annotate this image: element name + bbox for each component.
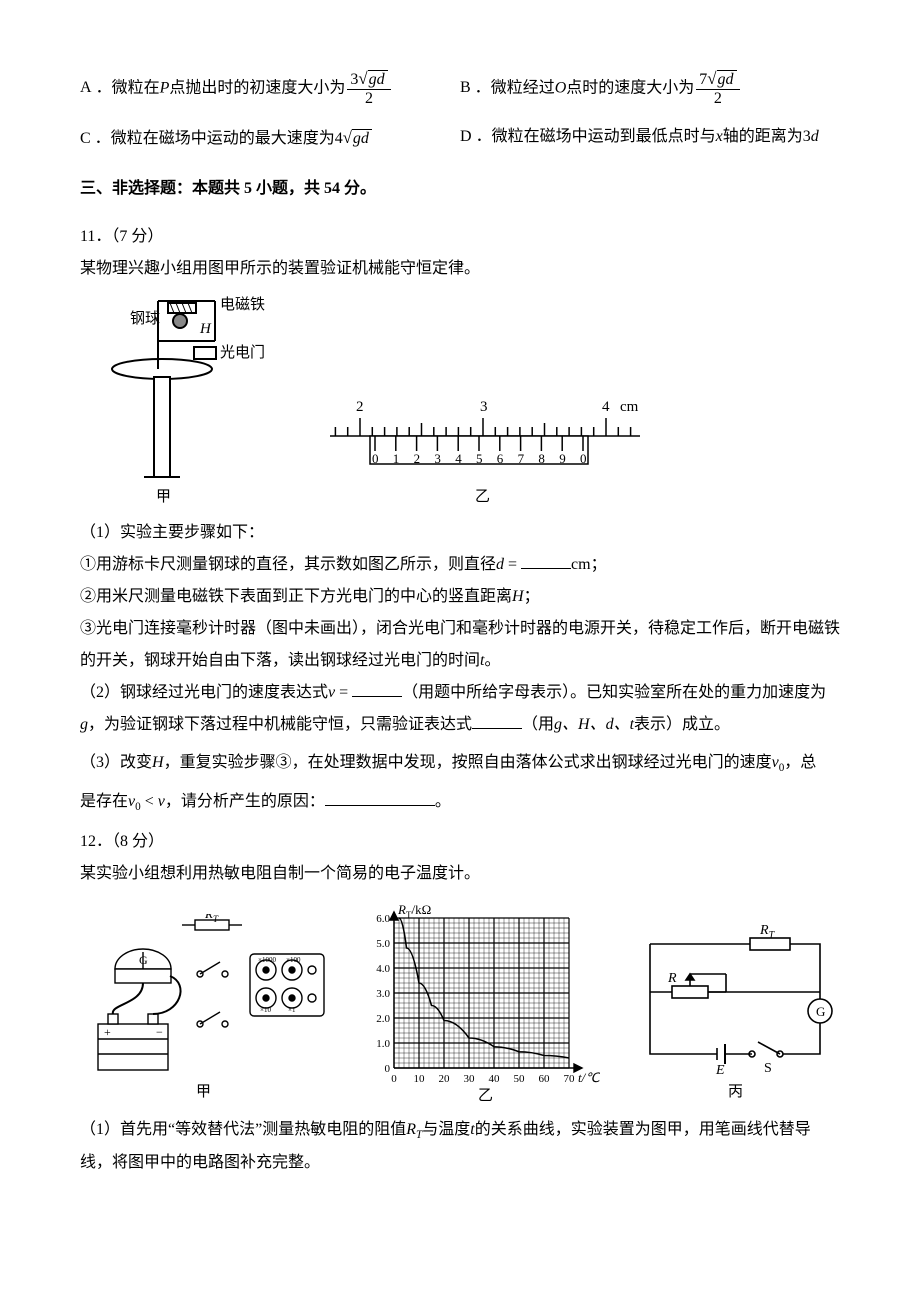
svg-text:20: 20 — [439, 1073, 451, 1085]
svg-text:7: 7 — [518, 451, 525, 466]
svg-text:1: 1 — [393, 451, 400, 466]
q11-p1b: ②用米尺测量电磁铁下表面到正下方光电门的中心的竖直距离H； — [80, 581, 840, 613]
svg-text:×10: ×10 — [260, 1006, 271, 1014]
q12-intro: 某实验小组想利用热敏电阻自制一个简易的电子温度计。 — [80, 858, 840, 890]
svg-text:40: 40 — [489, 1073, 501, 1085]
svg-text:光电门: 光电门 — [220, 344, 265, 361]
svg-text:0: 0 — [385, 1063, 391, 1075]
blank-expr[interactable] — [472, 712, 522, 729]
svg-text:×1000: ×1000 — [258, 956, 276, 964]
q12-circuit-diagram: RT R G S E 丙 — [630, 914, 840, 1104]
svg-text:6: 6 — [497, 451, 504, 466]
q11-intro: 某物理兴趣小组用图甲所示的装置验证机械能守恒定律。 — [80, 253, 840, 285]
svg-text:0: 0 — [580, 451, 587, 466]
q11-p1a: ①用游标卡尺测量钢球的直径，其示数如图乙所示，则直径d = cm； — [80, 549, 840, 581]
svg-text:G: G — [139, 953, 148, 967]
blank-reason[interactable] — [325, 789, 435, 806]
q11-vernier-diagram: 2 3 4 cm 01234567890 乙 — [320, 391, 650, 511]
svg-text:−: − — [156, 1025, 163, 1039]
svg-text:H: H — [199, 321, 212, 337]
svg-text:3.0: 3.0 — [376, 988, 390, 1000]
svg-text:+: + — [104, 1025, 111, 1039]
q11-p1: （1）实验主要步骤如下： — [80, 517, 840, 549]
section-3-title: 三、非选择题：本题共 5 小题，共 54 分。 — [80, 173, 840, 205]
svg-text:丙: 丙 — [728, 1084, 743, 1100]
svg-text:S: S — [764, 1061, 772, 1076]
svg-text:2.0: 2.0 — [376, 1013, 390, 1025]
q12-apparatus-diagram: + − RT G ×1000 ×100 ×10 ×1 甲 — [80, 914, 330, 1104]
q11-number: 11．（7 分） — [80, 221, 840, 253]
option-b: B．微粒经过O点时的速度大小为7gd2 — [460, 70, 840, 107]
svg-text:1.0: 1.0 — [376, 1038, 390, 1050]
svg-text:4: 4 — [455, 451, 462, 466]
fraction: 3gd2 — [347, 70, 390, 107]
svg-text:×100: ×100 — [286, 956, 301, 964]
q12-graph: 01.02.03.04.05.06.0 010203040506070 RT/k… — [360, 904, 600, 1104]
svg-text:30: 30 — [464, 1073, 476, 1085]
svg-text:0: 0 — [391, 1073, 397, 1085]
svg-text:60: 60 — [539, 1073, 551, 1085]
svg-text:4: 4 — [602, 399, 610, 415]
svg-text:0: 0 — [372, 451, 379, 466]
q12-p1: （1）首先用“等效替代法”测量热敏电阻的阻值RT与温度t的关系曲线，实验装置为图… — [80, 1114, 840, 1179]
svg-text:3: 3 — [434, 451, 441, 466]
option-a: A．微粒在P点抛出时的初速度大小为3gd2 — [80, 70, 460, 107]
q12-number: 12．（8 分） — [80, 826, 840, 858]
svg-text:R: R — [667, 971, 677, 986]
blank-v[interactable] — [352, 680, 402, 697]
svg-text:70: 70 — [564, 1073, 576, 1085]
svg-text:2: 2 — [414, 451, 421, 466]
svg-text:cm: cm — [620, 399, 639, 415]
option-d: D．微粒在磁场中运动到最低点时与x轴的距离为3d — [460, 121, 840, 153]
svg-text:乙: 乙 — [475, 489, 490, 505]
svg-text:甲: 甲 — [196, 1084, 211, 1100]
svg-text:6.0: 6.0 — [376, 913, 390, 925]
svg-text:5: 5 — [476, 451, 483, 466]
svg-text:10: 10 — [414, 1073, 426, 1085]
option-d-label: D — [460, 128, 472, 145]
svg-text:t/℃: t/℃ — [578, 1070, 600, 1085]
blank-d[interactable] — [521, 552, 571, 569]
option-b-label: B — [460, 79, 471, 96]
svg-text:2: 2 — [356, 399, 364, 415]
svg-text:9: 9 — [559, 451, 566, 466]
q11-p1c: ③光电门连接毫秒计时器（图中未画出），闭合光电门和毫秒计时器的电源开关，待稳定工… — [80, 613, 840, 677]
svg-text:E: E — [715, 1063, 725, 1078]
svg-text:8: 8 — [538, 451, 545, 466]
option-c-label: C — [80, 130, 91, 147]
q11-p3-line2: 是存在v0 < v，请分析产生的原因：。 — [80, 786, 840, 819]
q11-p3-line1: （3）改变H，重复实验步骤③，在处理数据中发现，按照自由落体公式求出钢球经过光电… — [80, 747, 840, 780]
option-c: C．微粒在磁场中运动的最大速度为4gd — [80, 121, 460, 155]
q11-apparatus-diagram: 钢球 电磁铁 H 光电门 甲 — [100, 291, 290, 511]
svg-text:电磁铁: 电磁铁 — [220, 296, 265, 313]
svg-text:钢球: 钢球 — [130, 310, 160, 327]
svg-text:50: 50 — [514, 1073, 526, 1085]
svg-text:5.0: 5.0 — [376, 938, 390, 950]
svg-text:G: G — [816, 1004, 825, 1019]
option-a-label: A — [80, 79, 92, 96]
svg-text:×1: ×1 — [288, 1006, 296, 1014]
svg-text:4.0: 4.0 — [376, 963, 390, 975]
q11-p2: （2）钢球经过光电门的速度表达式v = （用题中所给字母表示）。已知实验室所在处… — [80, 677, 840, 741]
svg-text:3: 3 — [480, 399, 488, 415]
fraction: 7gd2 — [696, 70, 739, 107]
svg-text:乙: 乙 — [478, 1088, 493, 1104]
svg-text:甲: 甲 — [156, 489, 171, 505]
